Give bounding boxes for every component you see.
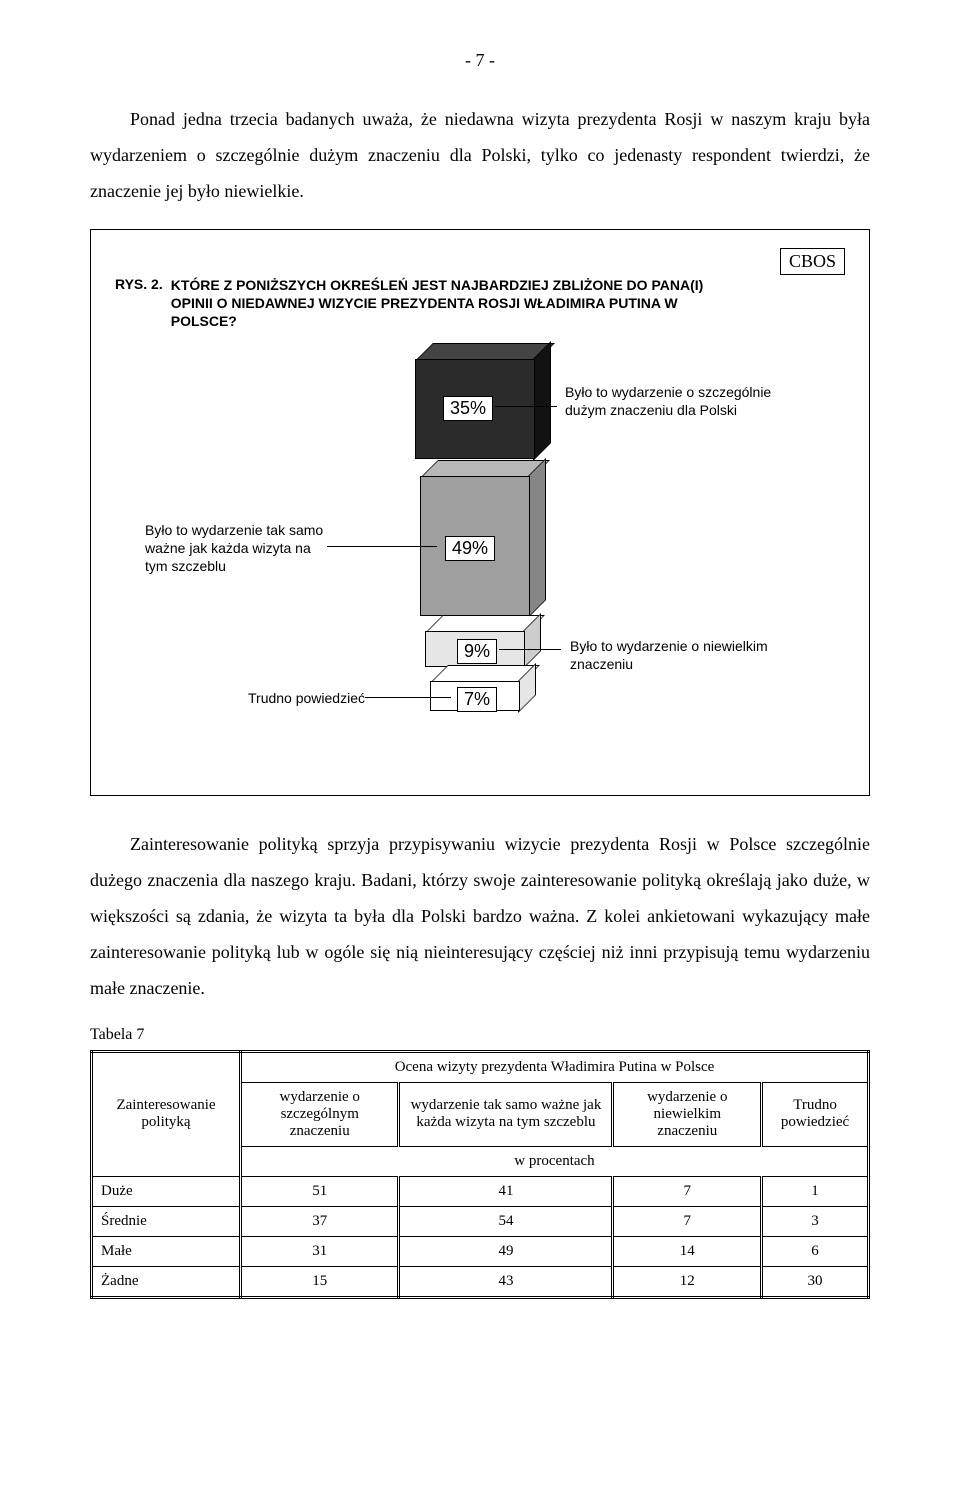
cell: 37 <box>241 1206 399 1236</box>
cell: 12 <box>613 1266 762 1297</box>
annotation-low: Było to wydarzenie o niewielkim znaczeni… <box>570 637 770 673</box>
annotation-mid: Było to wydarzenie tak samo ważne jak ka… <box>145 521 325 576</box>
cell: 30 <box>762 1266 869 1297</box>
table-row: Małe 31 49 14 6 <box>92 1236 869 1266</box>
annotation-top: Było to wydarzenie o szczególnie dużym z… <box>565 383 775 419</box>
figure-label: RYS. 2. <box>115 276 163 292</box>
cell: 7 <box>613 1176 762 1206</box>
chart-area: 35% Było to wydarzenie o szczególnie duż… <box>115 341 845 771</box>
cell: 43 <box>399 1266 613 1297</box>
cell: 49 <box>399 1236 613 1266</box>
table-row: Żadne 15 43 12 30 <box>92 1266 869 1297</box>
col-header-3: wydarzenie o niewielkim znaczeniu <box>613 1082 762 1146</box>
row-name: Żadne <box>92 1266 241 1297</box>
table-row: Średnie 37 54 7 3 <box>92 1206 869 1236</box>
cell: 6 <box>762 1236 869 1266</box>
leader-line <box>365 697 451 698</box>
chart-container: CBOS RYS. 2. KTÓRE Z PONIŻSZYCH OKREŚLEŃ… <box>90 229 870 796</box>
leader-line <box>495 406 557 407</box>
leader-line <box>499 649 561 650</box>
row-name: Małe <box>92 1236 241 1266</box>
table-label: Tabela 7 <box>90 1026 870 1044</box>
cell: 3 <box>762 1206 869 1236</box>
col-header-4: Trudno powiedzieć <box>762 1082 869 1146</box>
paragraph-2: Zainteresowanie polityką sprzyja przypis… <box>90 826 870 1006</box>
annotation-bot: Trudno powiedzieć <box>225 689 365 707</box>
data-table: Zainteresowanie polityką Ocena wizyty pr… <box>90 1050 870 1299</box>
leader-line <box>327 546 437 547</box>
cell: 15 <box>241 1266 399 1297</box>
bar-side-face <box>528 458 546 618</box>
page-number: - 7 - <box>90 50 870 71</box>
bar-side-face <box>533 341 551 461</box>
table-super-header: Ocena wizyty prezydenta Władimira Putina… <box>241 1051 869 1082</box>
col-header-2: wydarzenie tak samo ważne jak każda wizy… <box>399 1082 613 1146</box>
cell: 31 <box>241 1236 399 1266</box>
row-header: Zainteresowanie polityką <box>92 1051 241 1176</box>
table-row: Duże 51 41 7 1 <box>92 1176 869 1206</box>
paragraph-1: Ponad jedna trzecia badanych uważa, że n… <box>90 101 870 209</box>
cell: 7 <box>613 1206 762 1236</box>
units-row: w procentach <box>241 1146 869 1176</box>
pct-label-top: 35% <box>443 396 493 421</box>
col-header-1: wydarzenie o szczególnym znaczeniu <box>241 1082 399 1146</box>
cbos-badge: CBOS <box>780 248 845 275</box>
pct-label-bot: 7% <box>457 687 497 712</box>
cell: 14 <box>613 1236 762 1266</box>
pct-label-mid: 49% <box>445 536 495 561</box>
cell: 1 <box>762 1176 869 1206</box>
cell: 41 <box>399 1176 613 1206</box>
pct-label-low: 9% <box>457 639 497 664</box>
cell: 54 <box>399 1206 613 1236</box>
row-name: Średnie <box>92 1206 241 1236</box>
figure-title: KTÓRE Z PONIŻSZYCH OKREŚLEŃ JEST NAJBARD… <box>171 276 715 331</box>
cell: 51 <box>241 1176 399 1206</box>
row-name: Duże <box>92 1176 241 1206</box>
